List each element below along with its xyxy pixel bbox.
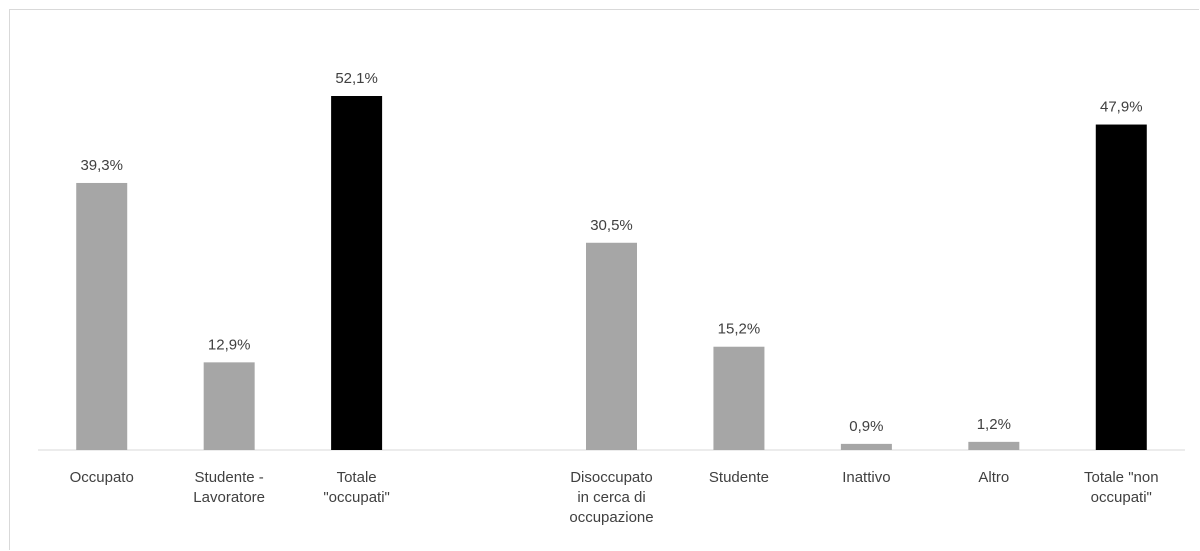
category-label-6-line-0: Inattivo	[842, 469, 890, 486]
data-label-7: 1,2%	[977, 416, 1011, 433]
bar-6	[840, 443, 892, 450]
data-label-2: 52,1%	[335, 70, 378, 87]
data-label-8: 47,9%	[1100, 99, 1143, 116]
category-label-7-line-0: Altro	[978, 469, 1009, 486]
category-label-2-line-0: Totale	[337, 469, 377, 486]
bar-2	[331, 96, 383, 450]
bar-1	[203, 362, 255, 450]
bar-8	[1095, 124, 1147, 450]
data-labels-group: 39,3% 12,9% 52,1% 30,5% 15,2% 0,9% 1,2% 47,9%	[80, 70, 1142, 435]
category-label-2-line-1: "occupati"	[323, 489, 390, 506]
bar-4	[586, 242, 637, 450]
category-label-4-line-2: occupazione	[569, 509, 653, 526]
data-label-4: 30,5%	[590, 217, 633, 234]
bars-group	[76, 96, 1147, 450]
category-label-8-line-1: occupati"	[1091, 489, 1152, 506]
category-label-4-line-1: in cerca di	[577, 489, 645, 506]
data-label-6: 0,9%	[849, 418, 883, 435]
bar-7	[968, 441, 1020, 450]
data-label-1: 12,9%	[208, 336, 251, 353]
bar-5	[713, 346, 765, 450]
data-label-5: 15,2%	[718, 321, 761, 338]
category-label-8-line-0: Totale "non	[1084, 469, 1159, 486]
category-label-5-line-0: Studente	[709, 469, 769, 486]
chart-frame	[9, 9, 1199, 550]
category-label-1-line-1: Lavoratore	[193, 489, 265, 506]
category-labels-group: Occupato Studente - Lavoratore Totale "occup…	[70, 469, 1159, 526]
category-label-1-line-0: Studente -	[195, 469, 264, 486]
category-label-4-line-0: Disoccupato	[570, 469, 653, 486]
data-label-0: 39,3%	[80, 157, 123, 174]
category-label-0-line-0: Occupato	[70, 469, 134, 486]
bar-0	[76, 182, 128, 450]
